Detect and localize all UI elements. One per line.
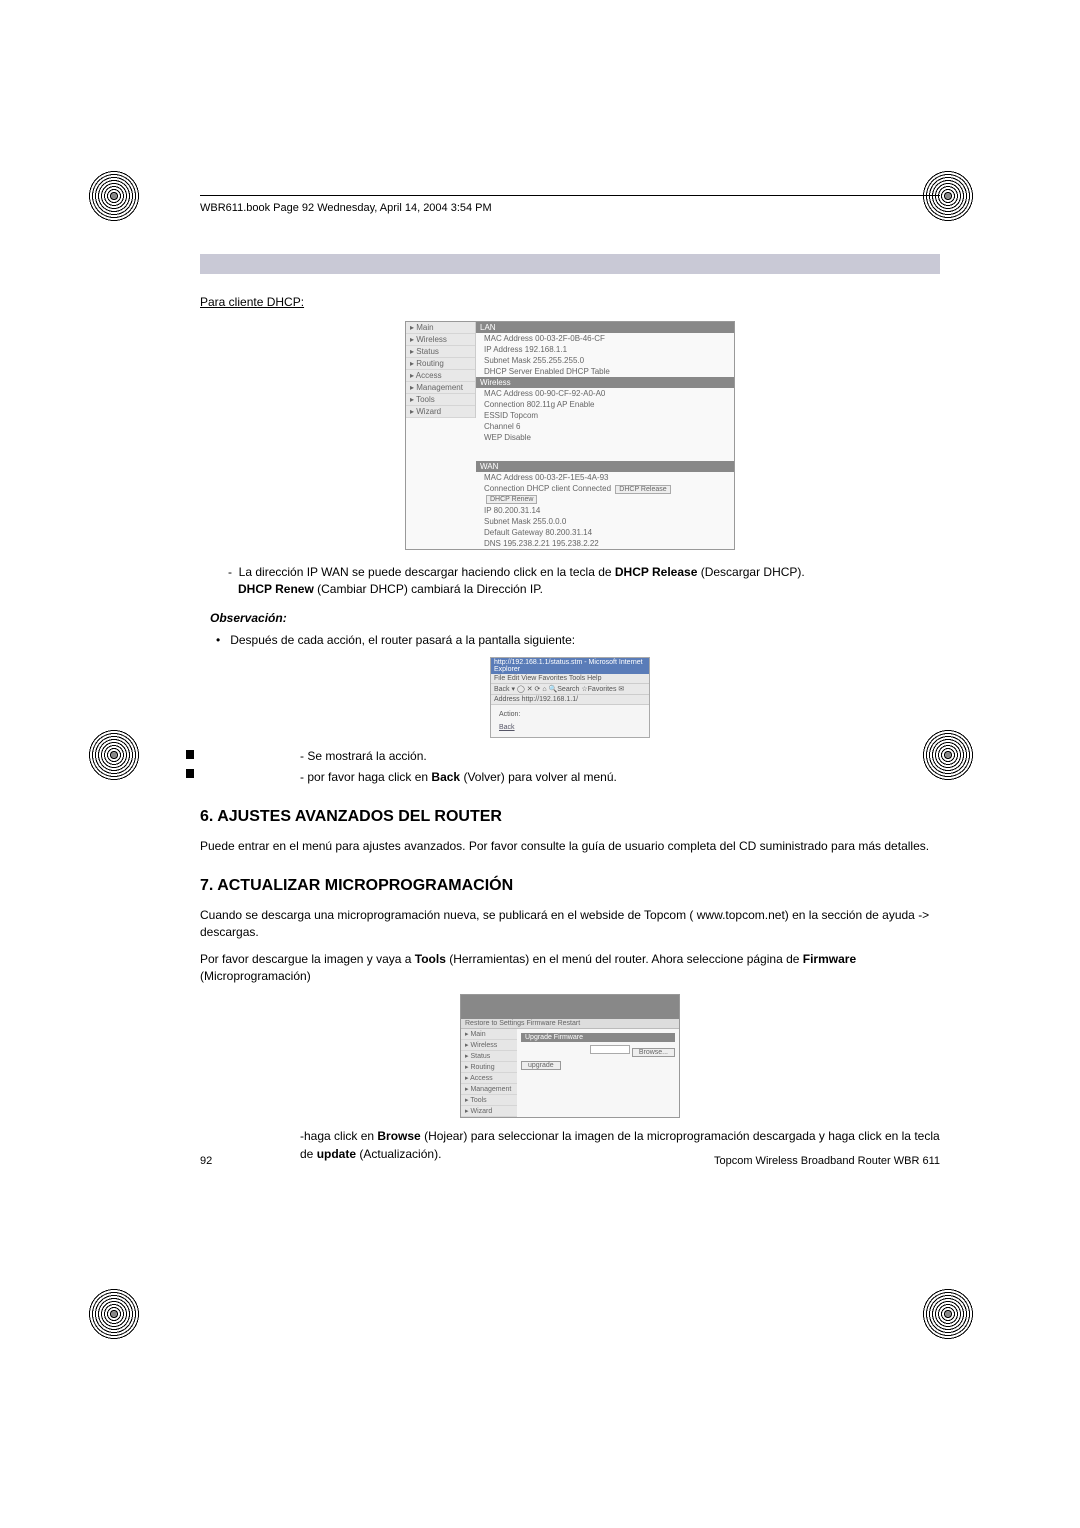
- section-7-body-1: Cuando se descarga una microprogramación…: [200, 907, 940, 941]
- page-header: WBR611.book Page 92 Wednesday, April 14,…: [200, 202, 940, 214]
- browser-address: Address http://192.168.1.1/: [491, 695, 649, 705]
- firmware-tabs: Restore to Settings Firmware Restart: [461, 1019, 679, 1029]
- wan-row: DNS 195.238.2.21 195.238.2.22: [476, 538, 734, 549]
- action-label: Action:: [499, 711, 641, 718]
- firmware-file-input[interactable]: [590, 1045, 630, 1054]
- sidebar-item[interactable]: ▸ Management: [406, 382, 475, 394]
- firmware-screenshot: Restore to Settings Firmware Restart ▸ M…: [460, 994, 680, 1118]
- action-shown-note: - Se mostrará la acción.: [300, 748, 940, 765]
- page-content: WBR611.book Page 92 Wednesday, April 14,…: [200, 195, 940, 1167]
- lan-header: LAN: [476, 322, 734, 333]
- firmware-topbar: [461, 995, 679, 1019]
- sidebar-item[interactable]: ▸ Status: [406, 346, 475, 358]
- back-link[interactable]: Back: [499, 724, 641, 731]
- wan-ip-note: - La dirección IP WAN se puede descargar…: [228, 564, 940, 599]
- wan-row: IP 80.200.31.14: [476, 505, 734, 516]
- observation-text: Después de cada acción, el router pasará…: [216, 633, 940, 647]
- sidebar-item[interactable]: ▸ Tools: [461, 1095, 517, 1106]
- section-7-body-2: Por favor descargue la imagen y vaya a T…: [200, 951, 940, 985]
- upgrade-button[interactable]: upgrade: [521, 1061, 561, 1070]
- crop-mark: [88, 1288, 158, 1358]
- lan-row: MAC Address 00-03-2F-0B-46-CF: [476, 333, 734, 344]
- action-result-screenshot: http://192.168.1.1/status.stm - Microsof…: [490, 657, 650, 738]
- sidebar-item[interactable]: ▸ Status: [461, 1051, 517, 1062]
- wireless-header: Wireless: [476, 377, 734, 388]
- page-number: 92: [200, 1155, 212, 1167]
- footer-title: Topcom Wireless Broadband Router WBR 611: [714, 1155, 940, 1167]
- crop-mark: [922, 1288, 992, 1358]
- browser-toolbar: Back ▾ ◯ ✕ ⟳ ⌂ 🔍Search ☆Favorites ✉: [491, 684, 649, 695]
- router-status-screenshot: ▸ Main▸ Wireless▸ Status▸ Routing▸ Acces…: [405, 321, 735, 550]
- lan-row: Subnet Mask 255.255.255.0: [476, 355, 734, 366]
- wan-row: Subnet Mask 255.0.0.0: [476, 516, 734, 527]
- back-note: - por favor haga click en Back (Volver) …: [300, 769, 940, 786]
- section-6-body: Puede entrar en el menú para ajustes ava…: [200, 838, 940, 855]
- browser-menu: File Edit View Favorites Tools Help: [491, 674, 649, 684]
- sidebar-item[interactable]: ▸ Tools: [406, 394, 475, 406]
- section-6-heading: 6. AJUSTES AVANZADOS DEL ROUTER: [200, 808, 940, 826]
- dhcp-renew-button[interactable]: DHCP Renew: [486, 495, 537, 504]
- sidebar-item[interactable]: ▸ Wireless: [461, 1040, 517, 1051]
- wan-mac: MAC Address 00-03-2F-1E5-4A-93: [476, 472, 734, 483]
- wireless-row: WEP Disable: [476, 432, 734, 443]
- browse-button[interactable]: Browse...: [632, 1048, 675, 1057]
- wan-conn-text: Connection DHCP client Connected: [484, 484, 611, 493]
- section-tab-marker: [186, 750, 194, 778]
- wan-row: Default Gateway 80.200.31.14: [476, 527, 734, 538]
- wan-header: WAN: [476, 461, 734, 472]
- sidebar-item[interactable]: ▸ Main: [406, 322, 475, 334]
- sidebar-item[interactable]: ▸ Wizard: [406, 406, 475, 418]
- lan-row: IP Address 192.168.1.1: [476, 344, 734, 355]
- wireless-row: Channel 6: [476, 421, 734, 432]
- wireless-row: ESSID Topcom: [476, 410, 734, 421]
- sidebar-item[interactable]: ▸ Access: [461, 1073, 517, 1084]
- browser-title: http://192.168.1.1/status.stm - Microsof…: [491, 658, 649, 674]
- dhcp-release-button[interactable]: DHCP Release: [615, 485, 670, 494]
- sidebar-item[interactable]: ▸ Access: [406, 370, 475, 382]
- wan-connection: Connection DHCP client Connected DHCP Re…: [476, 483, 734, 505]
- page-footer: 92 Topcom Wireless Broadband Router WBR …: [200, 1155, 940, 1167]
- sidebar-item[interactable]: ▸ Wireless: [406, 334, 475, 346]
- color-bar: [200, 254, 940, 274]
- sidebar-item[interactable]: ▸ Wizard: [461, 1106, 517, 1117]
- section-7-heading: 7. ACTUALIZAR MICROPROGRAMACIÓN: [200, 877, 940, 895]
- wireless-row: Connection 802.11g AP Enable: [476, 399, 734, 410]
- upgrade-firmware-header: Upgrade Firmware: [521, 1033, 675, 1042]
- lan-row: DHCP Server Enabled DHCP Table: [476, 366, 734, 377]
- sidebar-item[interactable]: ▸ Management: [461, 1084, 517, 1095]
- intro-text: Para cliente DHCP:: [200, 294, 940, 311]
- sidebar-item[interactable]: ▸ Routing: [406, 358, 475, 370]
- crop-mark: [88, 729, 158, 799]
- observation-heading: Observación:: [210, 611, 940, 625]
- sidebar-item[interactable]: ▸ Routing: [461, 1062, 517, 1073]
- wireless-row: MAC Address 00-90-CF-92-A0-A0: [476, 388, 734, 399]
- sidebar-item[interactable]: ▸ Main: [461, 1029, 517, 1040]
- crop-mark: [88, 170, 158, 240]
